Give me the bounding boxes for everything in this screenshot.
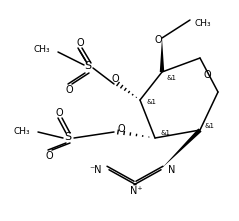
Text: N⁺: N⁺	[130, 186, 142, 196]
Text: O: O	[154, 35, 162, 45]
Text: &1: &1	[167, 75, 177, 81]
Text: S: S	[84, 61, 92, 71]
Text: CH₃: CH₃	[13, 128, 30, 137]
Text: CH₃: CH₃	[33, 46, 50, 55]
Text: O: O	[111, 74, 119, 84]
Text: O: O	[117, 124, 125, 134]
Text: O: O	[55, 108, 63, 118]
Text: S: S	[65, 132, 71, 142]
Text: CH₃: CH₃	[195, 19, 212, 27]
Text: ⁻N: ⁻N	[89, 165, 102, 175]
Polygon shape	[162, 128, 201, 168]
Text: &1: &1	[205, 123, 215, 129]
Text: O: O	[45, 151, 53, 161]
Text: O: O	[76, 38, 84, 48]
Text: N: N	[168, 165, 175, 175]
Text: O: O	[203, 70, 211, 80]
Text: &1: &1	[161, 130, 171, 136]
Text: &1: &1	[147, 99, 157, 105]
Text: O: O	[65, 85, 73, 95]
Polygon shape	[160, 38, 164, 72]
